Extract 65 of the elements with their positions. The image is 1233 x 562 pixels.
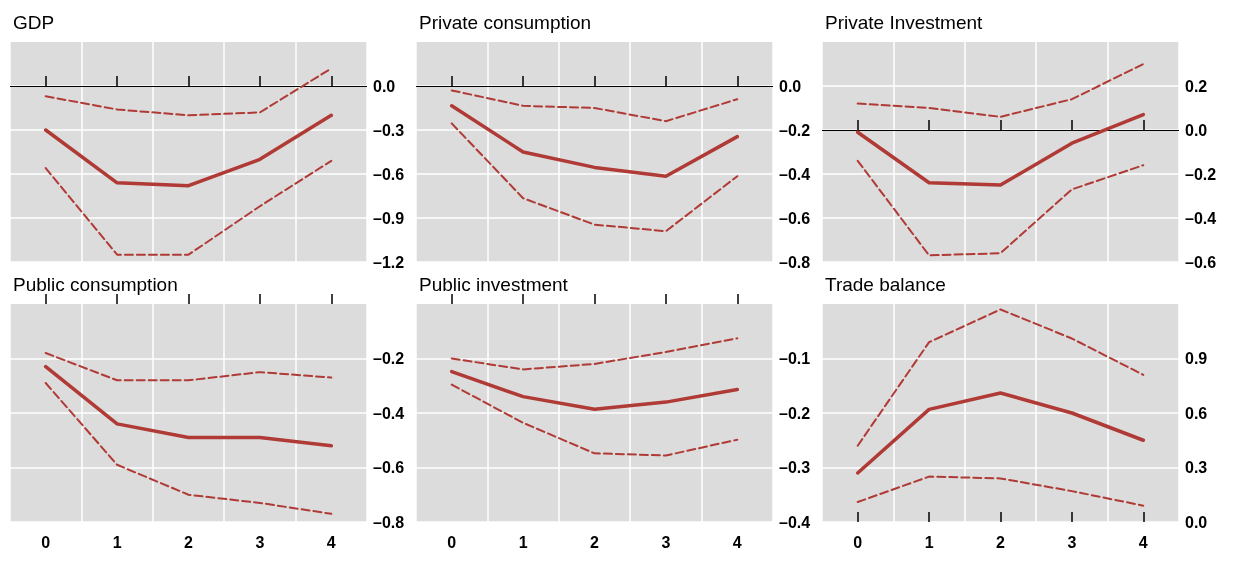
y-tick-label: –0.4 — [1185, 209, 1217, 227]
y-tick-label: 0.2 — [1185, 77, 1208, 95]
y-tick-label: –0.4 — [779, 165, 811, 183]
line-series — [856, 475, 1145, 507]
line-series — [44, 159, 333, 256]
y-tick-label: –0.4 — [373, 404, 405, 422]
y-tick-label: –0.2 — [779, 404, 811, 422]
x-tick-label: 4 — [732, 533, 742, 551]
chart-title: Public consumption — [13, 274, 178, 295]
x-tick-label: 3 — [255, 533, 265, 551]
line-series — [449, 369, 740, 411]
y-tick-label: –1.2 — [373, 253, 405, 271]
y-tick-label: –0.2 — [373, 350, 405, 367]
y-tick-label: –0.3 — [373, 121, 405, 139]
x-tick-label: 1 — [924, 533, 934, 551]
y-tick-label: 0.0 — [1185, 513, 1208, 531]
y-tick-label: –0.8 — [373, 513, 405, 531]
y-tick-label: –0.6 — [373, 165, 405, 183]
x-tick-label: 1 — [112, 533, 122, 551]
y-tick-label: 0.6 — [1185, 404, 1208, 422]
y-tick-label: –0.1 — [779, 350, 811, 367]
y-tick-label: –0.4 — [779, 513, 811, 531]
y-tick-label: –0.6 — [373, 459, 405, 476]
x-tick-label: 4 — [1138, 533, 1148, 551]
y-tick-label: –0.8 — [779, 253, 811, 271]
y-tick-label: –0.2 — [779, 121, 811, 139]
line-series — [450, 383, 739, 457]
y-tick-label: –0.2 — [1185, 165, 1217, 183]
y-tick-label: –0.3 — [779, 459, 811, 476]
line-series — [43, 113, 334, 188]
line-series — [856, 308, 1145, 447]
chart-title: Private consumption — [419, 12, 592, 33]
x-tick-label: 0 — [853, 533, 863, 551]
x-tick-label: 2 — [996, 533, 1006, 551]
line-series — [43, 364, 334, 448]
x-tick-label: 4 — [326, 533, 336, 551]
line-series — [450, 337, 739, 371]
x-tick-label: 3 — [661, 533, 671, 551]
line-series — [44, 382, 333, 515]
line-series — [856, 63, 1145, 118]
y-tick-label: 0.0 — [779, 77, 802, 95]
line-series — [450, 89, 739, 123]
x-tick-label: 0 — [41, 533, 51, 551]
chart-title: Trade balance — [825, 274, 946, 295]
x-tick-label: 2 — [590, 533, 600, 551]
y-tick-label: –0.9 — [373, 209, 405, 227]
y-tick-label: –0.6 — [779, 209, 811, 227]
y-tick-label: 0.0 — [1185, 121, 1208, 139]
y-tick-label: 0.9 — [1185, 350, 1208, 367]
line-series — [450, 122, 739, 233]
x-tick-label: 1 — [518, 533, 528, 551]
line-series — [44, 352, 333, 382]
line-series — [449, 104, 740, 178]
y-tick-label: –0.6 — [1185, 253, 1217, 271]
y-tick-label: 0.0 — [373, 77, 396, 95]
x-tick-label: 3 — [1067, 533, 1077, 551]
x-tick-label: 0 — [447, 533, 457, 551]
y-tick-label: 0.3 — [1185, 459, 1208, 476]
line-series — [855, 391, 1146, 475]
x-tick-label: 2 — [184, 533, 194, 551]
chart-title: Private Investment — [825, 12, 984, 33]
chart-title: GDP — [13, 12, 55, 33]
chart-title: Public investment — [419, 274, 569, 295]
line-series — [856, 159, 1145, 257]
line-series — [855, 112, 1146, 187]
